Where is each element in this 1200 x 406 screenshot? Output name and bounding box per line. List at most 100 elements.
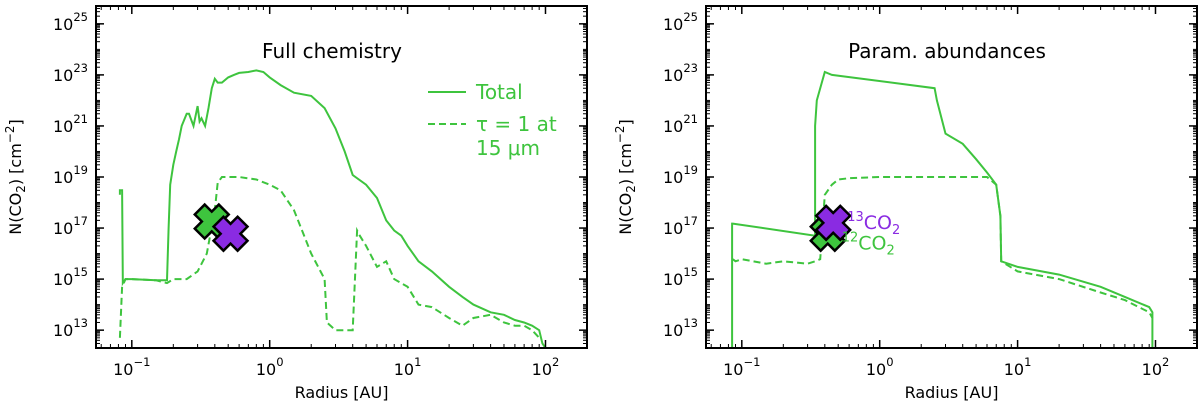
x-tick-label-base: 10 — [1142, 360, 1162, 379]
y-tick-label-base: 10 — [53, 270, 73, 289]
annotation-isotope: 12 — [842, 231, 859, 246]
chart-title: Param. abundances — [848, 39, 1046, 63]
x-axis-label: Radius [AU] — [905, 383, 999, 402]
y-tick-label-exp: 17 — [683, 214, 698, 228]
x-tick-label: 101 — [1004, 355, 1032, 379]
y-tick-label: 1017 — [663, 214, 698, 238]
x-tick-label: 101 — [394, 355, 422, 379]
y-tick-label: 1015 — [53, 265, 88, 289]
legend-label: 15 μm — [476, 136, 540, 160]
annotation-subscript: 2 — [887, 244, 895, 259]
y-tick-label-exp: 13 — [73, 316, 88, 330]
x-tick-label-exp: 0 — [276, 355, 283, 369]
annotation-subscript: 2 — [892, 223, 900, 238]
y-axis-label: N(CO2) [cm−2] — [3, 119, 28, 235]
y-tick-label-exp: 25 — [73, 10, 88, 24]
chart-panel-2: 10−1 100 101 102101310151017101910211023102… — [613, 5, 1198, 402]
x-tick-label-base: 10 — [256, 360, 276, 379]
y-axis-label-part: ] — [616, 119, 635, 125]
annotation-13co2: 13CO2 — [847, 210, 900, 238]
y-axis-label-part: −2 — [3, 125, 17, 143]
y-tick-label: 1025 — [53, 10, 88, 34]
marker-13co2-cross — [211, 214, 250, 253]
x-tick-label: 100 — [866, 355, 894, 379]
annotation-isotope: 13 — [847, 210, 864, 225]
legend-label: Total — [475, 80, 523, 104]
x-tick-label-exp: 1 — [414, 355, 421, 369]
y-tick-label: 1021 — [53, 112, 88, 136]
legend-label: τ = 1 at — [476, 112, 557, 136]
x-tick-label-base: 10 — [1004, 360, 1024, 379]
x-tick-label-base: 10 — [723, 360, 743, 379]
y-tick-label-base: 10 — [663, 219, 683, 238]
x-tick-label: 10−1 — [113, 355, 150, 379]
x-tick-label: 100 — [256, 355, 284, 379]
y-tick-label-base: 10 — [53, 66, 73, 85]
y-tick-label-base: 10 — [53, 168, 73, 187]
series-line-dashed — [732, 176, 1154, 319]
y-tick-label-base: 10 — [663, 321, 683, 340]
y-tick-label-exp: 21 — [73, 112, 88, 126]
chart-panel-1: 10−1 100 101 102101310151017101910211023102… — [3, 5, 588, 402]
x-axis-label: Radius [AU] — [295, 383, 389, 402]
y-tick-label: 1015 — [663, 265, 698, 289]
y-tick-label-base: 10 — [663, 15, 683, 34]
marker-13co2-cross — [814, 204, 852, 242]
x-tick-label-exp: 0 — [886, 355, 893, 369]
y-tick-label: 1019 — [53, 163, 88, 187]
series-line-solid — [118, 69, 547, 348]
y-tick-label-exp: 25 — [683, 10, 698, 24]
x-tick-label-exp: 2 — [552, 355, 559, 369]
series-line-dashed — [118, 176, 540, 339]
x-tick-label-exp: 1 — [1024, 355, 1031, 369]
y-tick-label: 1023 — [663, 61, 698, 85]
y-tick-label-base: 10 — [53, 219, 73, 238]
x-tick-label-base: 10 — [394, 360, 414, 379]
y-axis-label-part: ] — [6, 119, 25, 125]
y-tick-label-base: 10 — [663, 117, 683, 136]
y-tick-label-base: 10 — [663, 168, 683, 187]
x-tick-label-exp: 2 — [1162, 355, 1169, 369]
y-tick-label-base: 10 — [53, 321, 73, 340]
y-tick-label-exp: 23 — [73, 61, 88, 75]
y-axis-label-part: ) [cm — [6, 143, 25, 185]
y-tick-label-base: 10 — [663, 270, 683, 289]
y-tick-label-base: 10 — [53, 15, 73, 34]
y-axis-label-part: N(CO — [616, 193, 635, 235]
x-tick-label-base: 10 — [113, 360, 133, 379]
y-axis-label-part: −2 — [613, 125, 627, 143]
y-tick-label-exp: 19 — [683, 163, 698, 177]
annotation-12co2: 12CO2 — [842, 231, 895, 259]
y-tick-label-base: 10 — [663, 66, 683, 85]
y-tick-label: 1017 — [53, 214, 88, 238]
annotation-molecule: CO — [864, 212, 892, 234]
x-tick-label: 102 — [1142, 355, 1170, 379]
y-tick-label: 1019 — [663, 163, 698, 187]
y-axis-label-part: ) [cm — [616, 143, 635, 185]
y-tick-label-exp: 17 — [73, 214, 88, 228]
chart-title: Full chemistry — [262, 39, 402, 63]
x-tick-label: 102 — [532, 355, 560, 379]
y-axis-label-part: N(CO — [6, 193, 25, 235]
y-tick-label: 1013 — [53, 316, 88, 340]
y-tick-label: 1021 — [663, 112, 698, 136]
y-tick-label-exp: 23 — [683, 61, 698, 75]
y-axis-label: N(CO2) [cm−2] — [613, 119, 638, 235]
y-tick-label: 1013 — [663, 316, 698, 340]
y-tick-label-exp: 15 — [683, 265, 698, 279]
y-tick-label: 1023 — [53, 61, 88, 85]
y-tick-label-base: 10 — [53, 117, 73, 136]
annotation-molecule: CO — [858, 233, 886, 255]
y-tick-label-exp: 13 — [683, 316, 698, 330]
x-tick-label-exp: −1 — [133, 355, 150, 369]
x-tick-label-base: 10 — [866, 360, 886, 379]
y-tick-label-exp: 15 — [73, 265, 88, 279]
y-axis-label-part: 2 — [14, 185, 28, 193]
x-tick-label-exp: −1 — [743, 355, 760, 369]
y-tick-label-exp: 21 — [683, 112, 698, 126]
y-tick-label-exp: 19 — [73, 163, 88, 177]
y-tick-label: 1025 — [663, 10, 698, 34]
